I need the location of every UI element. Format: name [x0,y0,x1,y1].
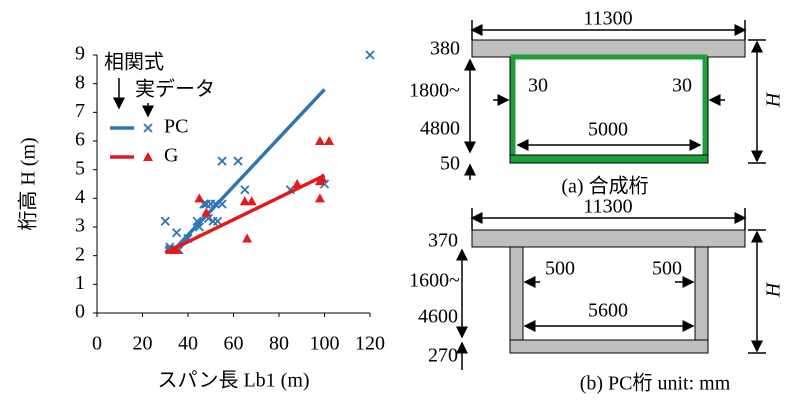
chart: 0 1 2 3 4 5 6 7 8 9 0 20 40 60 80 100 120 スパン長 Lb1 (m) 桁高 … [17,43,385,392]
point [194,193,205,203]
point [233,156,243,166]
dim-web: 30 [528,75,548,97]
point [201,207,212,217]
legend-marker [143,123,153,133]
legend-marker [143,152,153,161]
dim-width: 11300 [583,8,632,30]
dim-top: 370 [428,230,458,252]
y-tick-label: 2 [75,243,85,265]
x-tick-label: 40 [178,333,198,355]
dim-top: 380 [430,38,460,60]
dim-inner: 5600 [588,300,628,322]
point [240,185,250,195]
y-tick-label: 9 [75,43,85,65]
dim-height: H [763,281,785,298]
point [212,216,223,226]
point [192,216,202,226]
dim-web: 500 [545,258,575,280]
dim-depth-from: 1800~ [409,80,460,102]
point [365,50,375,60]
dim-depth-from: 1600~ [409,270,460,292]
point [239,196,250,206]
x-tick-label: 20 [133,333,153,355]
y-tick-label: 4 [75,186,85,208]
x-tick-label: 80 [269,333,289,355]
point [317,173,328,183]
y-tick-label: 0 [75,301,85,323]
fit-line [165,88,326,249]
dim-depth-to: 4600 [418,306,458,328]
y-tick-label: 1 [75,272,85,294]
point [160,216,170,226]
x-tick-label: 120 [355,333,385,355]
point [246,196,257,206]
legend-label: G [164,145,178,167]
caption: (a) 合成桁 [561,175,648,198]
dim-inner: 5000 [588,119,628,141]
dim-web: 30 [672,75,692,97]
legend-header: 実データ [135,78,215,101]
point [171,228,182,238]
point [171,244,182,254]
y-tick-label: 7 [75,100,85,122]
x-tick-label: 60 [224,333,244,355]
y-tick-label: 8 [75,71,85,93]
x-axis-label: スパン長 Lb1 (m) [157,370,309,392]
y-tick-label: 3 [75,215,85,237]
x-tick-label: 100 [310,333,340,355]
dim-height: H [763,91,785,108]
dim-width: 11300 [583,196,632,218]
point [242,233,253,243]
y-axis-label: 桁高 H (m) [17,137,40,230]
point [324,136,335,145]
dim-depth-to: 4800 [420,118,460,140]
fit-line [164,173,326,255]
diagram-a: 11300 380 1800~ 4800 50 30 30 5000 H (a)… [409,8,784,198]
y-tick-label: 5 [75,157,85,179]
point [217,199,227,209]
point [314,193,325,203]
point [210,199,220,209]
dim-bottom: 270 [428,345,458,367]
point [194,222,205,232]
legend-header: 相関式 [104,51,164,74]
diagram-b: 11300 370 1600~ 4600 270 500 500 5600 H … [409,196,784,395]
point [314,136,325,145]
dim-bottom: 50 [440,153,460,175]
point [217,156,227,166]
dim-web: 500 [652,258,682,280]
legend-label: PC [164,116,188,138]
x-tick-label: 0 [92,333,102,355]
caption: (b) PC桁 unit: mm [580,372,731,395]
point [292,179,303,188]
y-tick-label: 6 [75,129,85,151]
